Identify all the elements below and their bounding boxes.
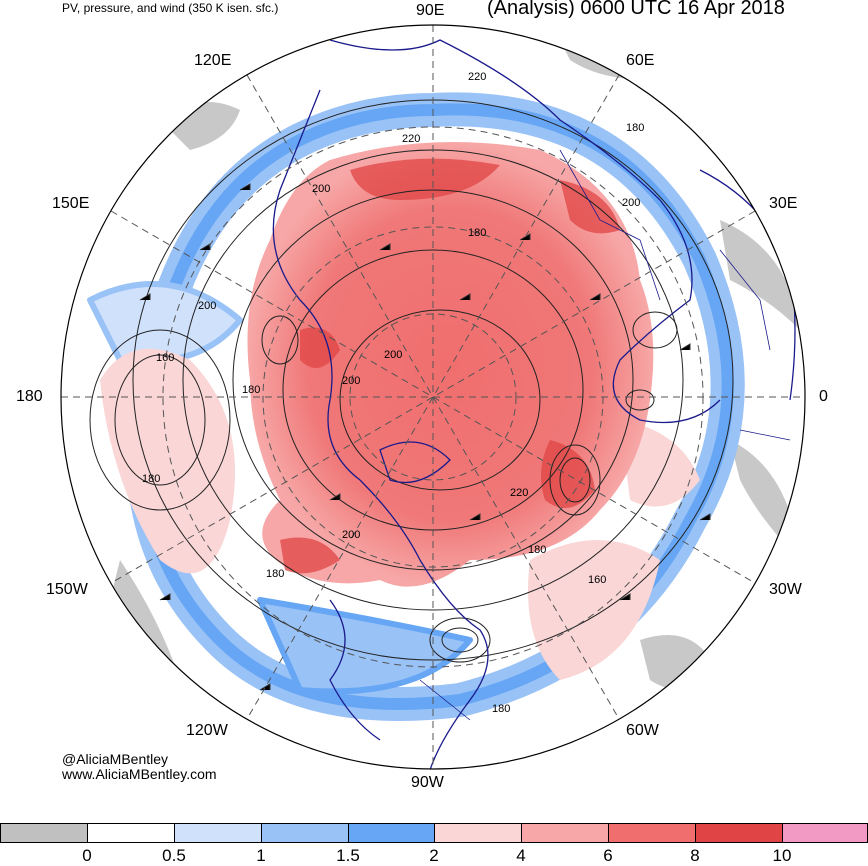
- contour-label: 200: [384, 349, 402, 361]
- lon-label-0: 0: [819, 388, 828, 405]
- colorbar-segment: [0, 823, 88, 843]
- colorbar-segment: [434, 823, 522, 843]
- contour-label: 160: [588, 574, 606, 586]
- political-borders: [419, 149, 791, 721]
- contour-label: 180: [142, 473, 160, 485]
- colorbar-tick-label: 0: [82, 846, 92, 865]
- contour-label: 180: [626, 122, 644, 134]
- colorbar-tick-label: 1: [256, 846, 266, 865]
- colorbar-segment: [608, 823, 696, 843]
- colorbar-segment: [695, 823, 783, 843]
- lon-label-90w: 90W: [411, 774, 444, 791]
- graticule: [61, 25, 805, 769]
- high-pv-core: [280, 158, 620, 574]
- contour-label: 180: [528, 544, 546, 556]
- lon-label-90e: 90E: [416, 2, 445, 19]
- lon-label-30e: 30E: [769, 195, 798, 212]
- lon-label-30w: 30W: [769, 581, 802, 598]
- pv-blue-band: [87, 92, 745, 721]
- lon-label-120w: 120W: [186, 722, 228, 739]
- colorbar-tick-label: 4: [516, 846, 526, 865]
- contour-label: 200: [342, 529, 360, 541]
- colorbar-segment: [348, 823, 436, 843]
- credit-website: www.AliciaMBentley.com: [62, 766, 217, 782]
- colorbar-tick-label: 6: [603, 846, 613, 865]
- contour-label: 180: [266, 568, 284, 580]
- contour-label: 200: [622, 197, 640, 209]
- colorbar-tick-label: 2: [429, 846, 439, 865]
- colorbar-tick-label: 8: [690, 846, 700, 865]
- lon-label-60e: 60E: [626, 52, 655, 69]
- colorbar-segment: [782, 823, 868, 843]
- contour-label: 220: [402, 133, 420, 145]
- map-boundary: [60, 24, 806, 770]
- contour-label: 200: [342, 375, 360, 387]
- contour-label: 200: [198, 300, 216, 312]
- lon-label-120e: 120E: [194, 52, 232, 69]
- contour-label: 180: [242, 384, 260, 396]
- colorbar-tick-label: 1.5: [336, 846, 360, 865]
- colorbar-segment: [87, 823, 175, 843]
- contour-label: 160: [156, 352, 174, 364]
- lon-label-150w: 150W: [46, 581, 88, 598]
- lon-label-60w: 60W: [626, 722, 659, 739]
- contour-label: 200: [312, 183, 330, 195]
- contour-value-labels: 220 180 220 200 200 180 200 160 180 200 …: [142, 71, 644, 715]
- credit-twitter: @AliciaMBentley: [62, 751, 169, 767]
- pv-colorbar: [0, 823, 868, 843]
- colorbar-tick-label: 0.5: [162, 846, 186, 865]
- wind-barbs: [139, 183, 711, 691]
- colorbar-segment: [521, 823, 609, 843]
- contour-label: 220: [468, 71, 486, 83]
- analysis-time-title: (Analysis) 0600 UTC 16 Apr 2018: [487, 0, 785, 19]
- contour-label: 180: [492, 703, 510, 715]
- lon-label-150e: 150E: [52, 195, 90, 212]
- contour-label: 220: [510, 487, 528, 499]
- colorbar-tick-label: 10: [772, 846, 792, 865]
- map-title: PV, pressure, and wind (350 K isen. sfc.…: [62, 1, 279, 15]
- colorbar-segment: [174, 823, 262, 843]
- contour-label: 180: [468, 227, 486, 239]
- colorbar-segment: [261, 823, 349, 843]
- lon-label-180: 180: [16, 388, 43, 405]
